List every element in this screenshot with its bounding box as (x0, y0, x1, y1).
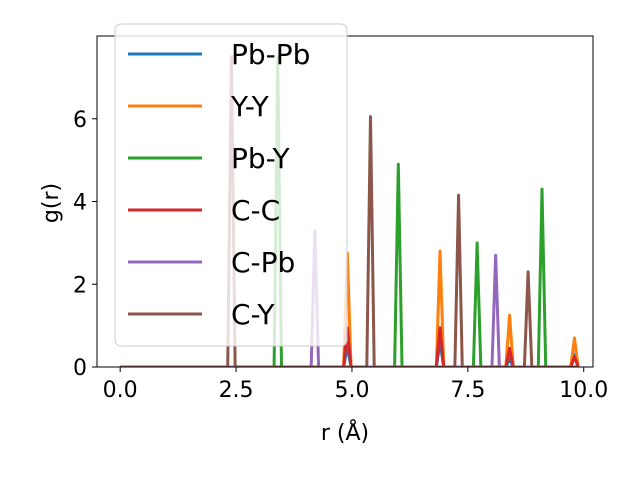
x-tick-label: 10.0 (559, 378, 608, 403)
y-tick-label: 2 (73, 273, 87, 298)
legend-label: Y-Y (230, 90, 270, 123)
legend-label: C-Y (231, 298, 275, 331)
y-axis: 0 2 4 6 (73, 108, 97, 381)
legend-label: Pb-Y (231, 142, 290, 175)
x-axis-label: r (Å) (321, 419, 369, 446)
legend-label: Pb-Pb (231, 38, 310, 71)
y-tick-label: 6 (73, 108, 87, 133)
y-tick-label: 4 (73, 191, 87, 216)
series-line-c-c (120, 326, 580, 367)
series-line-y-y (120, 249, 580, 367)
x-tick-label: 7.5 (450, 378, 485, 403)
x-tick-label: 5.0 (334, 378, 369, 403)
legend-label: C-Pb (231, 246, 295, 279)
x-axis: 0.0 2.5 5.0 7.5 10.0 (103, 367, 608, 403)
y-tick-label: 0 (73, 356, 87, 381)
legend: Pb-Pb Y-Y Pb-Y C-C C-Pb C-Y (114, 23, 348, 347)
legend-label: C-C (231, 194, 280, 227)
x-tick-label: 0.0 (103, 378, 138, 403)
x-tick-label: 2.5 (219, 378, 254, 403)
y-axis-label: g(r) (39, 183, 64, 223)
